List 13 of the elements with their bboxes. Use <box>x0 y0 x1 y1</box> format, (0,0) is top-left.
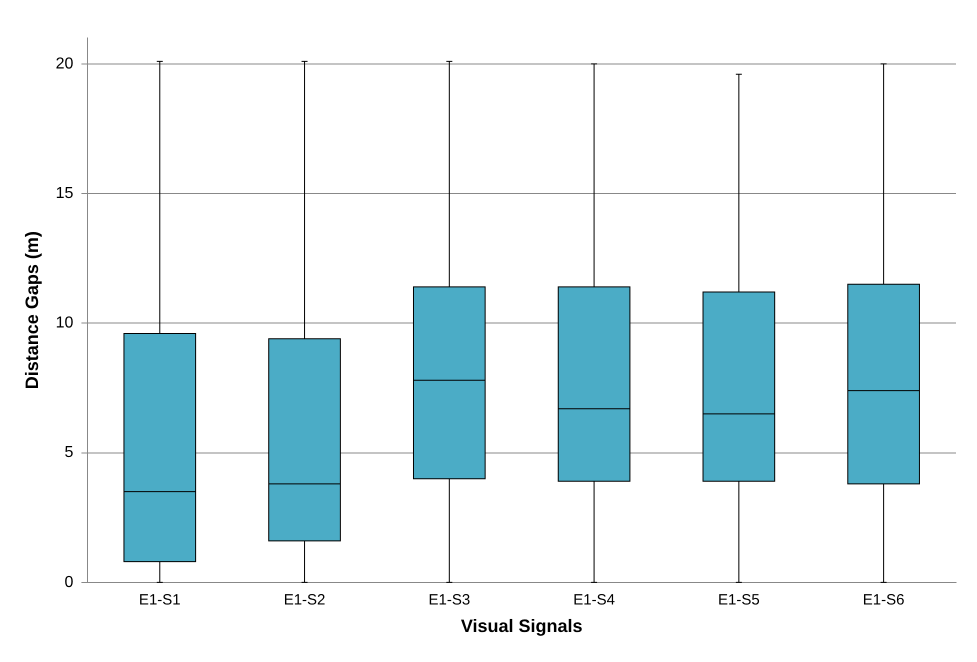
y-tick-label: 0 <box>64 574 74 591</box>
x-tick-label: E1-S2 <box>284 592 326 609</box>
y-tick-label: 10 <box>56 314 74 332</box>
x-tick-label: E1-S4 <box>573 592 615 609</box>
x-tick-label: E1-S3 <box>428 592 470 609</box>
x-tick-label: E1-S5 <box>718 592 760 609</box>
y-tick-label: 5 <box>64 444 74 462</box>
x-tick-label: E1-S1 <box>138 592 181 609</box>
x-tick-label: E1-S6 <box>862 592 904 609</box>
y-tick-label: 15 <box>56 184 74 202</box>
x-axis-title: Visual Signals <box>460 616 583 636</box>
y-tick-label: 20 <box>56 55 74 72</box>
y-axis-title: Distance Gaps (m) <box>22 231 42 390</box>
